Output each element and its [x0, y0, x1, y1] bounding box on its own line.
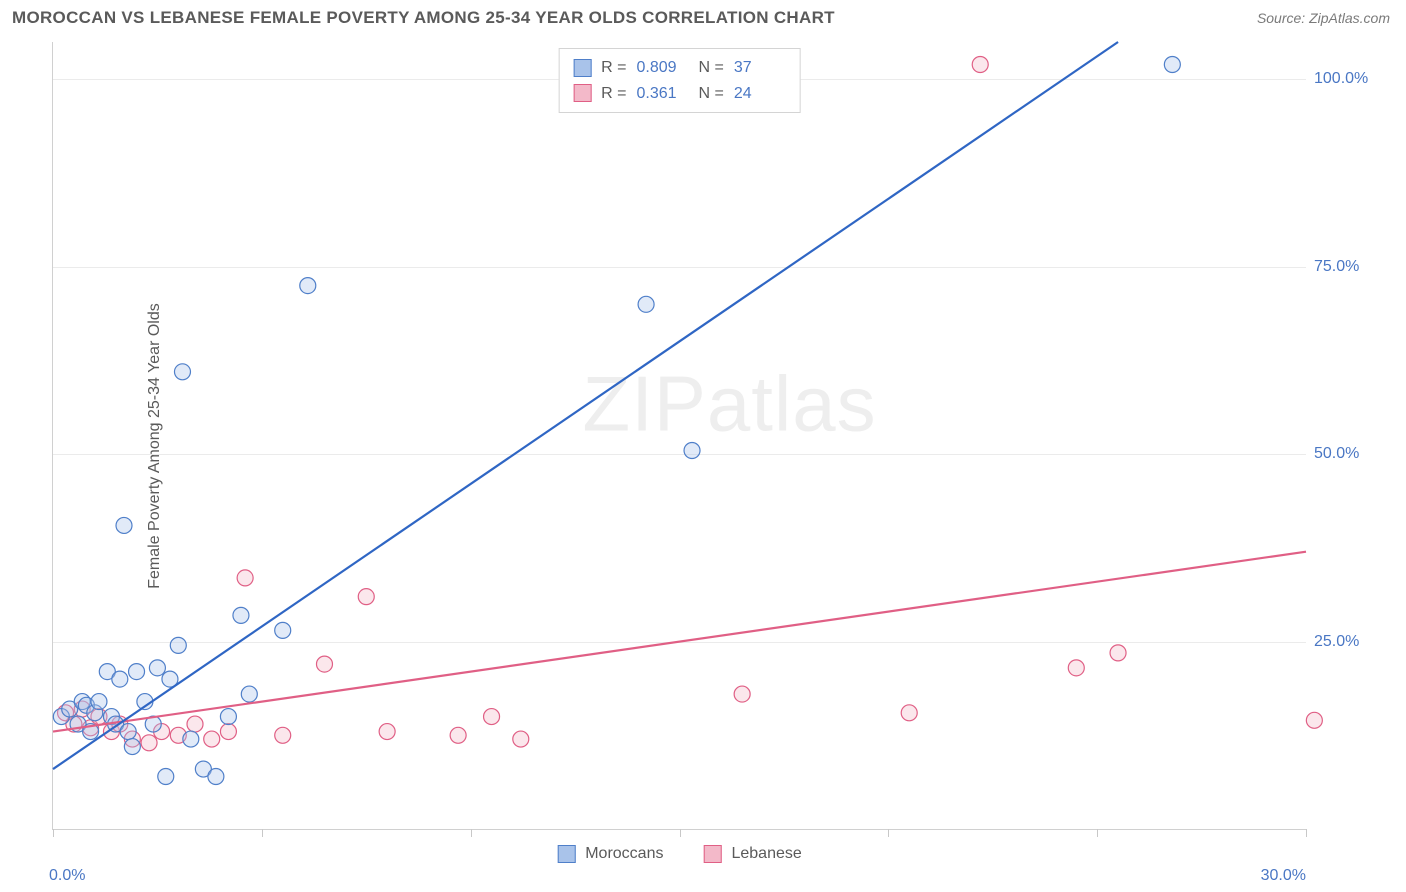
data-point — [1068, 660, 1084, 676]
data-point — [316, 656, 332, 672]
data-point — [513, 731, 529, 747]
data-point — [1164, 56, 1180, 72]
data-point — [450, 727, 466, 743]
swatch-lebanese — [573, 84, 591, 102]
data-point — [220, 709, 236, 725]
data-point — [233, 607, 249, 623]
y-tick-label: 25.0% — [1314, 633, 1384, 651]
data-point — [141, 735, 157, 751]
source-attribution: Source: ZipAtlas.com — [1257, 10, 1390, 26]
data-point — [734, 686, 750, 702]
legend-row-moroccans: R = 0.809 N = 37 — [573, 55, 786, 81]
data-point — [901, 705, 917, 721]
data-point — [204, 731, 220, 747]
data-point — [379, 724, 395, 740]
data-point — [275, 727, 291, 743]
data-point — [358, 589, 374, 605]
trend-line — [53, 42, 1118, 769]
data-point — [112, 671, 128, 687]
x-tick-label-max: 30.0% — [1261, 867, 1306, 885]
legend-item-lebanese: Lebanese — [703, 845, 801, 863]
data-point — [300, 278, 316, 294]
data-point — [237, 570, 253, 586]
r-value-moroccans: 0.809 — [637, 55, 689, 81]
swatch-moroccans-icon — [557, 845, 575, 863]
data-point — [116, 517, 132, 533]
data-point — [638, 296, 654, 312]
n-value-lebanese: 24 — [734, 81, 786, 107]
correlation-legend: R = 0.809 N = 37 R = 0.361 N = 24 — [558, 48, 801, 113]
data-point — [1110, 645, 1126, 661]
data-point — [183, 731, 199, 747]
data-point — [972, 56, 988, 72]
data-point — [220, 724, 236, 740]
data-point — [120, 724, 136, 740]
y-tick-label: 75.0% — [1314, 258, 1384, 276]
r-value-lebanese: 0.361 — [637, 81, 689, 107]
x-tick — [1097, 829, 1098, 837]
data-point — [158, 769, 174, 785]
x-tick — [1306, 829, 1307, 837]
y-tick-label: 100.0% — [1314, 70, 1384, 88]
n-value-moroccans: 37 — [734, 55, 786, 81]
legend-row-lebanese: R = 0.361 N = 24 — [573, 81, 786, 107]
data-point — [170, 637, 186, 653]
x-tick — [888, 829, 889, 837]
swatch-lebanese-icon — [703, 845, 721, 863]
data-point — [187, 716, 203, 732]
y-tick-label: 50.0% — [1314, 445, 1384, 463]
scatter-svg — [53, 42, 1306, 829]
x-tick — [471, 829, 472, 837]
data-point — [275, 622, 291, 638]
data-point — [174, 364, 190, 380]
x-tick — [53, 829, 54, 837]
swatch-moroccans — [573, 59, 591, 77]
data-point — [208, 769, 224, 785]
data-point — [484, 709, 500, 725]
data-point — [684, 442, 700, 458]
data-point — [124, 739, 140, 755]
x-tick — [680, 829, 681, 837]
data-point — [241, 686, 257, 702]
data-point — [1306, 712, 1322, 728]
chart-title: MOROCCAN VS LEBANESE FEMALE POVERTY AMON… — [12, 8, 835, 28]
data-point — [149, 660, 165, 676]
chart-plot-area: ZIPatlas 25.0%50.0%75.0%100.0% 0.0% 30.0… — [52, 42, 1306, 830]
series-legend: Moroccans Lebanese — [557, 845, 802, 863]
data-point — [129, 664, 145, 680]
legend-item-moroccans: Moroccans — [557, 845, 663, 863]
x-tick — [262, 829, 263, 837]
data-point — [91, 694, 107, 710]
x-tick-label-min: 0.0% — [49, 867, 85, 885]
